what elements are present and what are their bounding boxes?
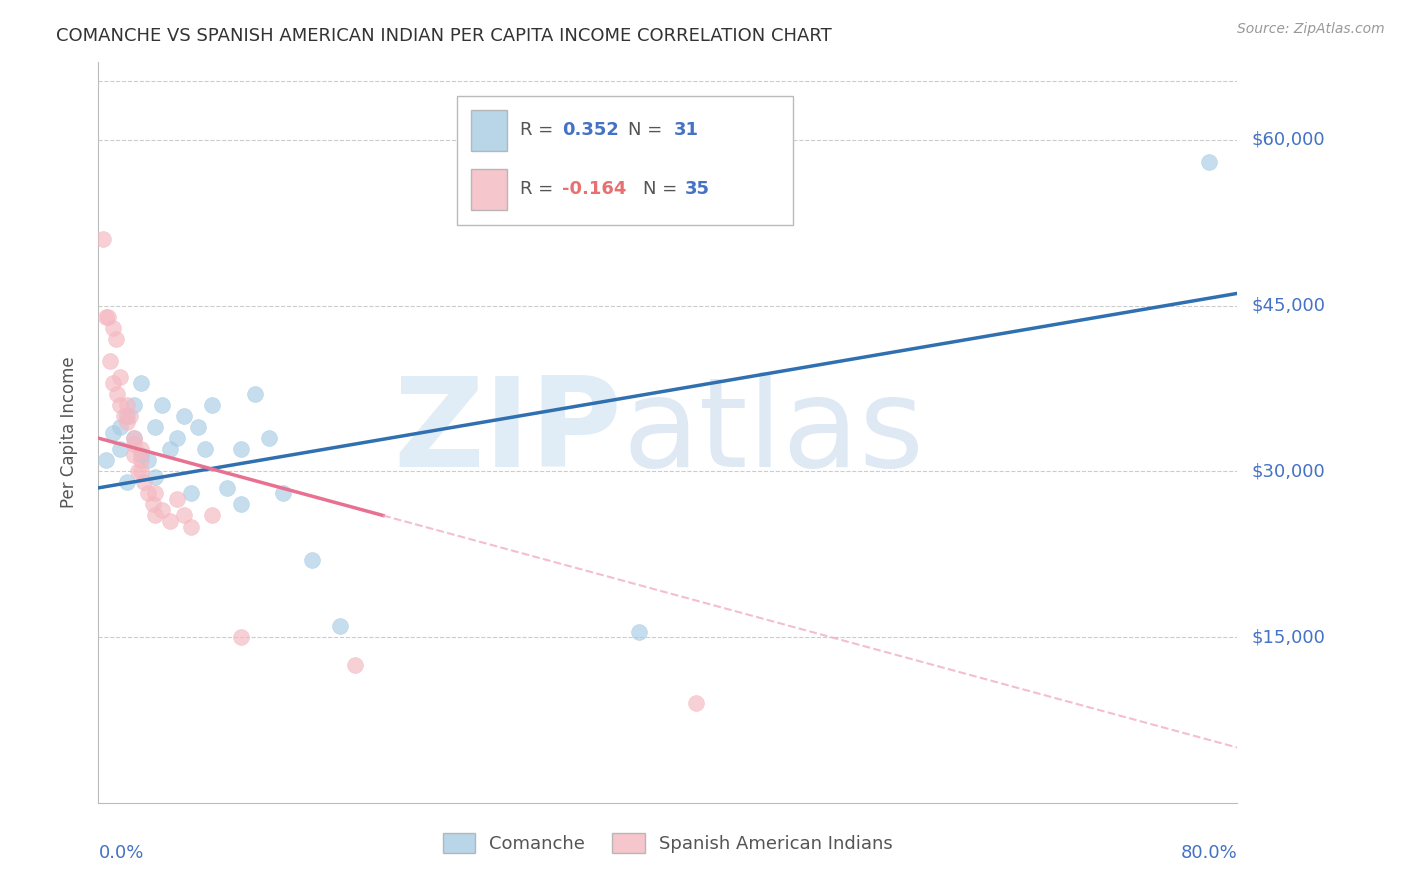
Point [129, 453, 152, 467]
Point [243, 387, 266, 401]
Point [122, 431, 145, 445]
Point [201, 398, 224, 412]
Point [108, 420, 131, 434]
Point [159, 514, 181, 528]
Point [152, 503, 174, 517]
Point [122, 448, 145, 462]
Y-axis label: Per Capita Income: Per Capita Income [59, 357, 77, 508]
Point [91, 232, 114, 246]
Point [1198, 154, 1220, 169]
Point [101, 425, 124, 440]
Point [173, 409, 195, 423]
Point [94, 310, 117, 324]
Point [201, 508, 224, 523]
Point [97, 310, 120, 324]
Text: $15,000: $15,000 [1251, 628, 1324, 646]
Point [129, 448, 152, 462]
Text: $60,000: $60,000 [1251, 131, 1324, 149]
Point [273, 486, 295, 500]
Legend: Comanche, Spanish American Indians: Comanche, Spanish American Indians [436, 826, 900, 861]
Point [132, 475, 155, 490]
Point [180, 486, 202, 500]
Point [229, 630, 252, 644]
Point [180, 519, 202, 533]
Point [94, 453, 117, 467]
Point [105, 387, 128, 401]
FancyBboxPatch shape [457, 95, 793, 226]
Text: $30,000: $30,000 [1251, 462, 1324, 480]
Text: COMANCHE VS SPANISH AMERICAN INDIAN PER CAPITA INCOME CORRELATION CHART: COMANCHE VS SPANISH AMERICAN INDIAN PER … [56, 27, 832, 45]
Point [129, 464, 152, 478]
Point [259, 431, 281, 445]
Point [101, 376, 124, 390]
Point [194, 442, 217, 457]
Point [145, 486, 167, 500]
Point [229, 442, 252, 457]
Text: 31: 31 [673, 120, 699, 139]
Point [229, 498, 252, 512]
Text: -0.164: -0.164 [562, 180, 626, 198]
Point [112, 409, 135, 423]
Text: 80.0%: 80.0% [1181, 844, 1237, 862]
Point [136, 453, 159, 467]
Point [108, 398, 131, 412]
Point [136, 486, 159, 500]
Text: Source: ZipAtlas.com: Source: ZipAtlas.com [1237, 22, 1385, 37]
Text: 0.352: 0.352 [562, 120, 619, 139]
Point [187, 420, 209, 434]
Bar [471, 169, 508, 211]
Point [108, 442, 131, 457]
Bar [471, 110, 508, 151]
Point [152, 398, 174, 412]
Point [166, 431, 188, 445]
Text: R =: R = [520, 120, 558, 139]
Point [145, 420, 167, 434]
Point [115, 409, 138, 423]
Text: 35: 35 [685, 180, 710, 198]
Text: $45,000: $45,000 [1251, 296, 1326, 315]
Text: atlas: atlas [623, 372, 924, 493]
Point [118, 409, 141, 423]
Point [329, 619, 352, 633]
Point [129, 442, 152, 457]
Point [166, 491, 188, 506]
Point [101, 320, 124, 334]
Text: R =: R = [520, 180, 558, 198]
Point [127, 464, 149, 478]
Point [104, 332, 127, 346]
Text: 0.0%: 0.0% [98, 844, 143, 862]
Point [145, 470, 167, 484]
Point [108, 370, 131, 384]
Point [115, 475, 138, 490]
Point [98, 353, 121, 368]
Point [115, 398, 138, 412]
Point [301, 552, 323, 566]
Point [685, 697, 707, 711]
Point [122, 431, 145, 445]
Point [628, 624, 651, 639]
Point [343, 657, 366, 672]
Point [145, 508, 167, 523]
Point [141, 498, 163, 512]
Text: ZIP: ZIP [394, 372, 623, 493]
Point [122, 398, 145, 412]
Point [122, 436, 145, 450]
Text: N =: N = [628, 120, 668, 139]
Text: N =: N = [643, 180, 683, 198]
Point [215, 481, 238, 495]
Point [129, 376, 152, 390]
Point [173, 508, 195, 523]
Point [159, 442, 181, 457]
Point [115, 415, 138, 429]
